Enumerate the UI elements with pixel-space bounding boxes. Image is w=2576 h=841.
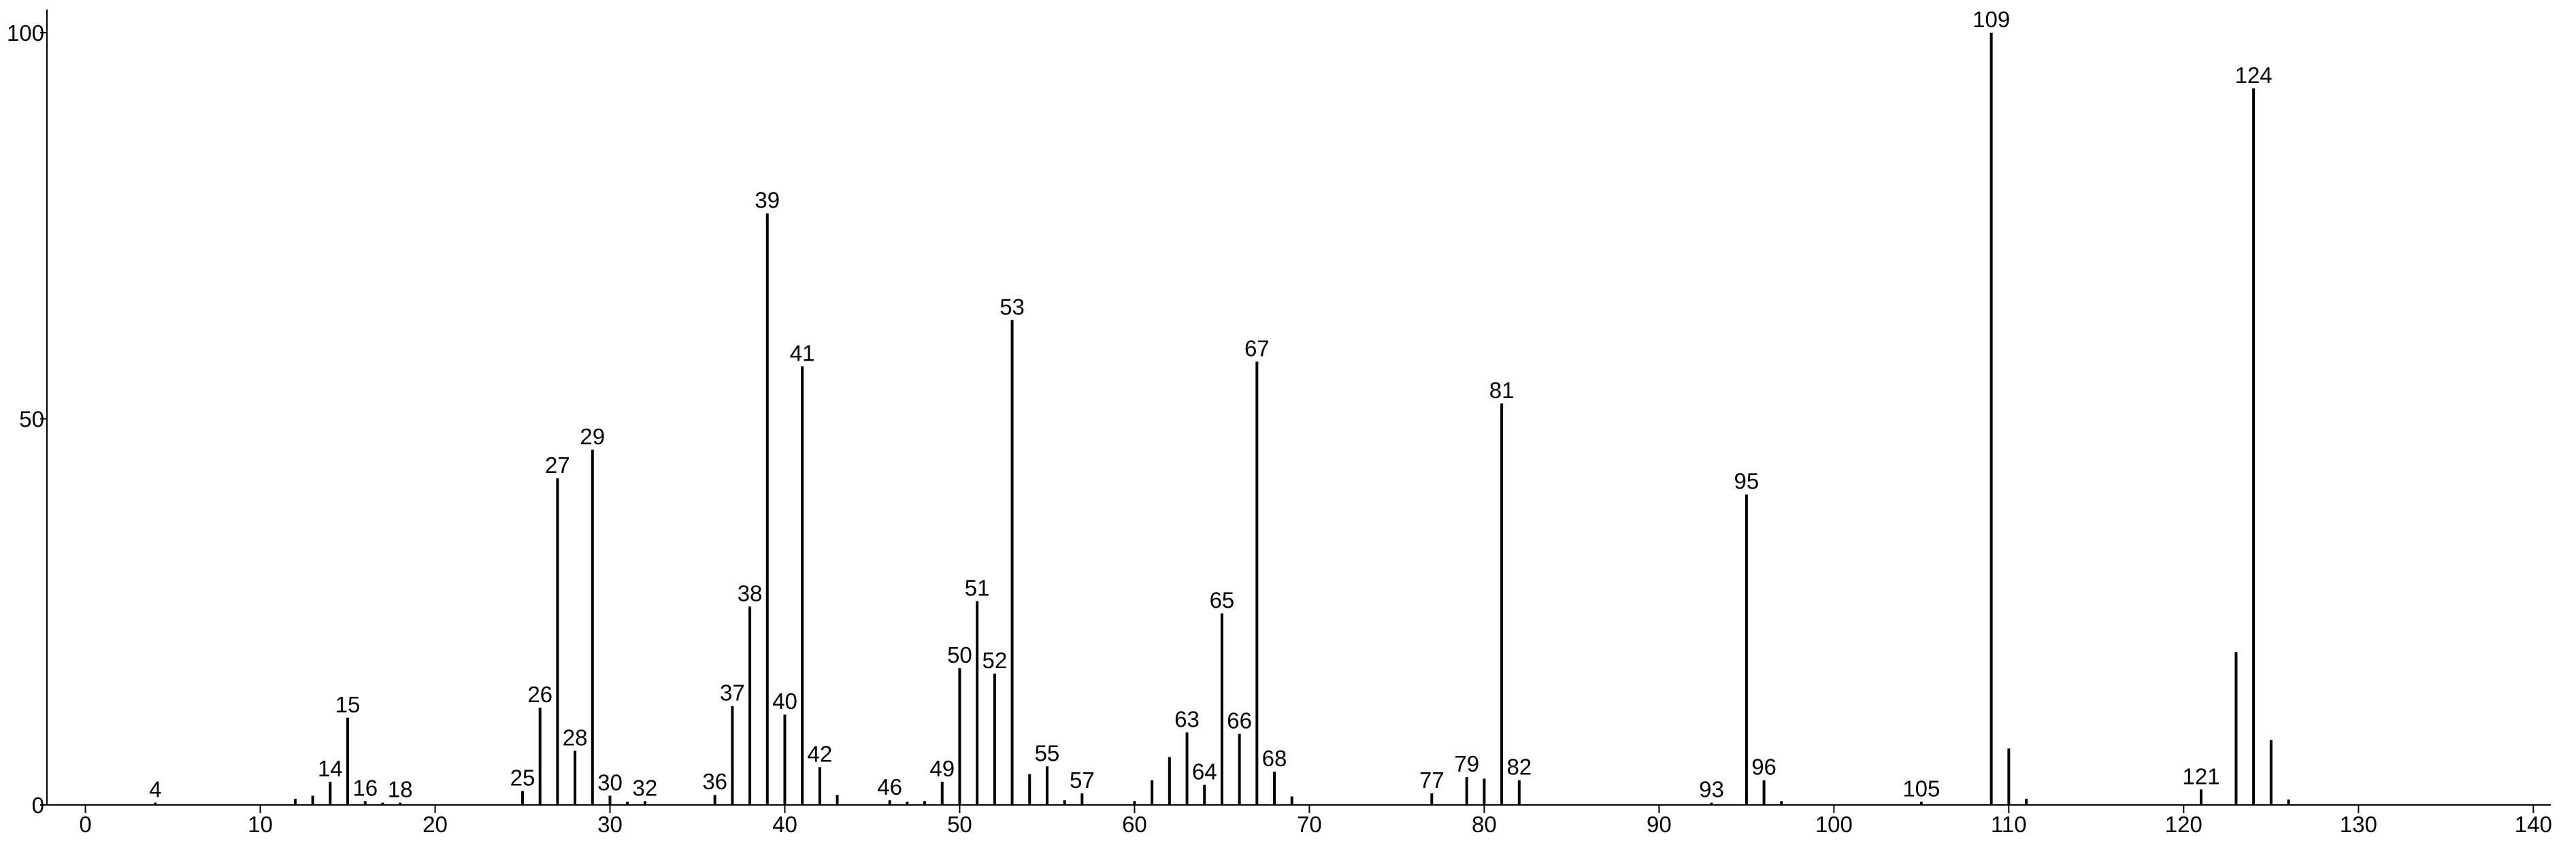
x-tick-label: 130	[2340, 812, 2377, 837]
peak-label: 50	[947, 642, 972, 667]
x-tick-label: 0	[79, 812, 91, 837]
peak-label: 96	[1751, 755, 1777, 780]
peak-label: 68	[1262, 746, 1287, 771]
peak-label: 63	[1174, 706, 1200, 731]
x-tick-label: 140	[2515, 812, 2552, 837]
peak-label: 65	[1210, 588, 1235, 613]
x-tick-label: 120	[2165, 812, 2202, 837]
peak-label: 82	[1506, 755, 1532, 780]
peak-label: 52	[982, 648, 1007, 673]
x-tick-label: 70	[1297, 812, 1322, 837]
peak-label: 64	[1192, 759, 1217, 784]
peak-label: 67	[1244, 336, 1270, 361]
x-tick-label: 10	[248, 812, 273, 837]
x-tick-label: 40	[772, 812, 797, 837]
x-tick-label: 80	[1472, 812, 1497, 837]
peak-label: 4	[149, 777, 161, 802]
peak-label: 57	[1070, 768, 1095, 793]
x-tick-label: 50	[947, 812, 972, 837]
peak-label: 105	[1902, 776, 1940, 801]
x-tick-label: 110	[1991, 812, 2027, 837]
peak-label: 66	[1227, 708, 1252, 733]
y-tick-label: 0	[32, 793, 44, 818]
peak-label: 51	[965, 575, 990, 600]
peak-label: 37	[720, 680, 745, 706]
peak-label: 79	[1454, 751, 1479, 776]
peak-label: 77	[1419, 768, 1444, 793]
peak-label: 18	[388, 777, 413, 802]
peak-label: 30	[597, 770, 623, 795]
peak-label: 121	[2183, 763, 2220, 789]
peak-label: 16	[352, 775, 378, 800]
y-tick-label: 50	[19, 407, 44, 432]
peak-label: 53	[1000, 294, 1025, 319]
peak-label: 109	[1972, 7, 2010, 32]
peak-label: 95	[1734, 469, 1760, 494]
x-tick-label: 30	[597, 812, 623, 837]
peak-label: 93	[1699, 777, 1724, 802]
peak-label: 15	[335, 692, 361, 717]
y-tick-label: 100	[7, 20, 44, 46]
peak-label: 81	[1489, 378, 1515, 403]
peak-label: 36	[702, 769, 727, 794]
x-tick-label: 20	[423, 812, 448, 837]
x-tick-label: 90	[1647, 812, 1672, 837]
peak-label: 27	[545, 452, 570, 478]
peak-label: 14	[318, 756, 343, 781]
peak-label: 26	[527, 682, 552, 707]
peak-label: 42	[808, 741, 833, 766]
peak-label: 49	[929, 756, 955, 781]
peak-label: 124	[2235, 63, 2273, 88]
peak-label: 46	[877, 774, 902, 799]
peak-label: 32	[633, 775, 658, 800]
peak-label: 41	[790, 340, 815, 365]
x-tick-label: 100	[1815, 812, 1853, 837]
peak-label: 55	[1035, 740, 1060, 765]
peak-label: 29	[580, 424, 605, 449]
peak-label: 28	[563, 725, 588, 751]
peak-label: 38	[738, 580, 763, 606]
x-tick-label: 60	[1122, 812, 1147, 837]
peak-label: 39	[755, 188, 780, 213]
peak-label: 25	[510, 765, 535, 791]
peak-label: 40	[772, 689, 797, 714]
